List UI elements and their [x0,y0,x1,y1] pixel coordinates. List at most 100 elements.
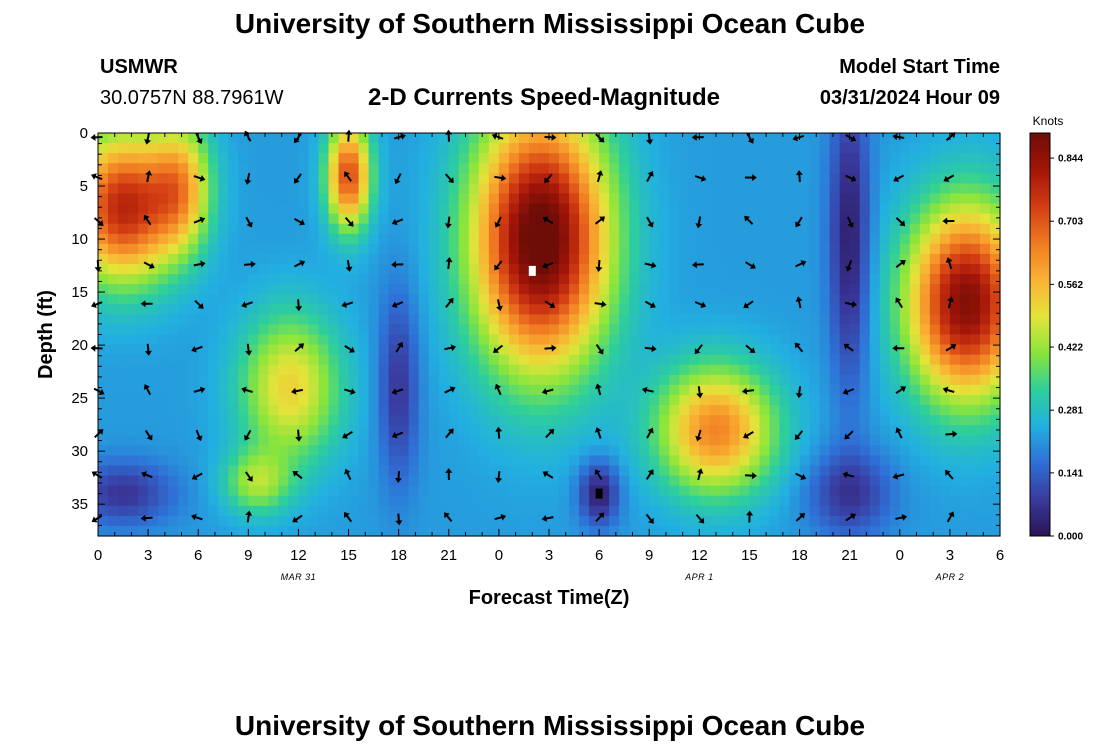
speed-cell [118,214,129,225]
speed-cell [198,526,209,537]
speed-cell [529,335,540,346]
speed-cell [990,183,1001,194]
speed-cell [759,294,770,305]
speed-cell [880,183,891,194]
speed-cell [148,153,159,164]
speed-cell [830,234,841,245]
speed-cell [449,445,460,456]
speed-cell [409,395,420,406]
speed-cell [429,455,440,466]
speed-cell [469,435,480,446]
speed-cell [268,455,279,466]
speed-cell [369,375,380,386]
speed-cell [749,405,760,416]
speed-cell [589,133,600,144]
speed-cell [439,314,450,325]
speed-cell [599,526,610,537]
speed-cell [318,204,329,215]
speed-cell [158,153,169,164]
speed-cell [950,153,961,164]
speed-cell [619,173,630,184]
speed-cell [298,415,309,426]
speed-cell [379,143,390,154]
speed-cell [479,506,490,517]
speed-cell [208,304,219,315]
speed-cell [749,365,760,376]
speed-cell [208,345,219,356]
speed-cell [950,365,961,376]
speed-cell [920,425,931,436]
speed-cell [940,506,951,517]
speed-cell [178,193,189,204]
speed-cell [970,526,981,537]
speed-cell [509,395,520,406]
speed-cell [318,516,329,527]
speed-cell [780,294,791,305]
speed-cell [168,264,179,275]
speed-cell [469,455,480,466]
speed-cell [188,224,199,235]
speed-cell [138,304,149,315]
speed-cell [649,476,660,487]
speed-cell [810,304,821,315]
speed-cell [729,365,740,376]
speed-cell [729,133,740,144]
speed-cell [940,405,951,416]
x-tick-label: 12 [691,547,708,564]
speed-cell [499,395,510,406]
speed-cell [399,274,410,285]
speed-cell [369,486,380,497]
speed-cell [459,264,470,275]
speed-cell [258,163,269,174]
speed-cell [148,204,159,215]
speed-cell [108,224,119,235]
speed-cell [840,133,851,144]
speed-cell [669,173,680,184]
speed-cell [780,375,791,386]
speed-cell [138,435,149,446]
speed-cell [769,173,780,184]
speed-cell [429,204,440,215]
speed-cell [589,224,600,235]
speed-cell [148,405,159,416]
speed-cell [619,163,630,174]
speed-cell [679,143,690,154]
speed-cell [659,365,670,376]
speed-cell [860,304,871,315]
speed-cell [780,193,791,204]
speed-cell [729,193,740,204]
speed-cell [679,284,690,295]
speed-cell [389,486,400,497]
speed-cell [218,324,229,335]
speed-cell [509,304,520,315]
speed-cell [529,224,540,235]
speed-cell [759,234,770,245]
speed-cell [579,365,590,376]
speed-cell [950,496,961,507]
speed-cell [429,526,440,537]
speed-cell [158,395,169,406]
speed-cell [759,425,770,436]
speed-cell [599,234,610,245]
speed-cell [820,274,831,285]
speed-cell [790,153,801,164]
speed-cell [850,274,861,285]
speed-cell [318,244,329,255]
speed-cell [820,476,831,487]
speed-cell [840,335,851,346]
speed-cell [559,395,570,406]
speed-cell [830,193,841,204]
speed-cell [749,335,760,346]
speed-cell [769,204,780,215]
speed-cell [238,314,249,325]
speed-cell [669,274,680,285]
speed-cell [920,314,931,325]
speed-cell [609,385,620,396]
speed-cell [369,234,380,245]
speed-cell [609,304,620,315]
speed-cell [870,234,881,245]
speed-cell [359,445,370,456]
speed-cell [118,465,129,476]
speed-cell [840,173,851,184]
speed-cell [449,486,460,497]
